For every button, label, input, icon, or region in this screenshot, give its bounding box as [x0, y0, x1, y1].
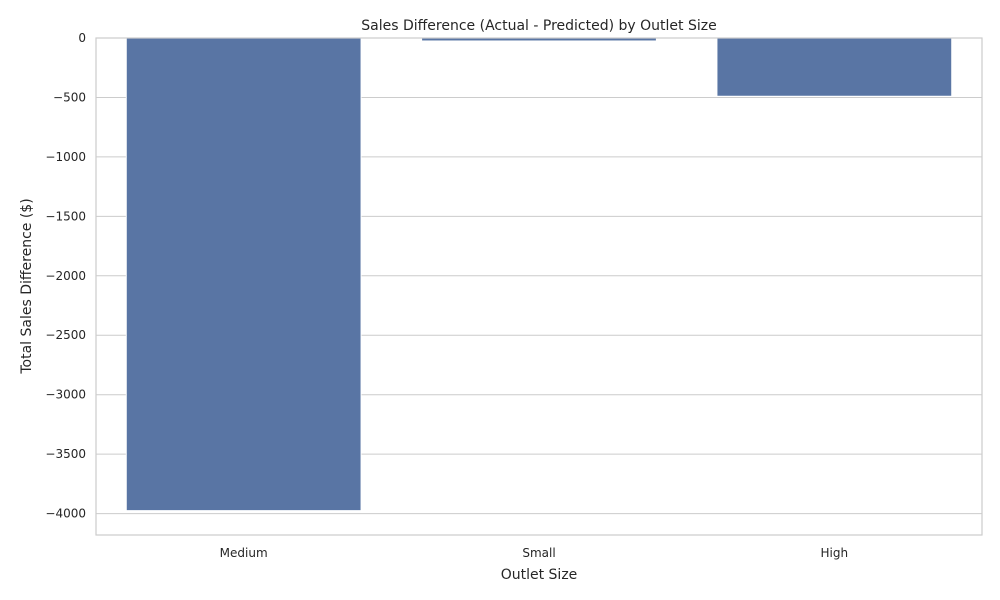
- chart-title: Sales Difference (Actual - Predicted) by…: [361, 18, 716, 34]
- y-tick-label: −1500: [45, 209, 86, 223]
- y-tick-label: −1000: [45, 150, 86, 164]
- y-tick-labels: 0 −500 −1000 −1500 −2000 −2500 −3000 −3500 −4000: [45, 31, 86, 521]
- y-tick-label: −3000: [45, 388, 86, 402]
- y-tick-label: −2500: [45, 328, 86, 342]
- x-axis-label: Outlet Size: [501, 567, 578, 583]
- x-tick-label-medium: Medium: [220, 546, 268, 560]
- x-tick-label-high: High: [821, 546, 849, 560]
- plot-frame: [95, 37, 983, 536]
- x-tick-labels: Medium Small High: [220, 546, 848, 560]
- bar-high: [716, 37, 953, 97]
- bars-layer: [125, 37, 953, 512]
- y-axis-label: Total Sales Difference ($): [19, 198, 35, 374]
- y-tick-label: −3500: [45, 447, 86, 461]
- y-tick-label: 0: [78, 31, 86, 45]
- bar-medium: [125, 37, 362, 512]
- y-tick-label: −500: [53, 90, 86, 104]
- y-tick-label: −2000: [45, 269, 86, 283]
- x-tick-label-small: Small: [522, 546, 555, 560]
- y-tick-label: −4000: [45, 507, 86, 521]
